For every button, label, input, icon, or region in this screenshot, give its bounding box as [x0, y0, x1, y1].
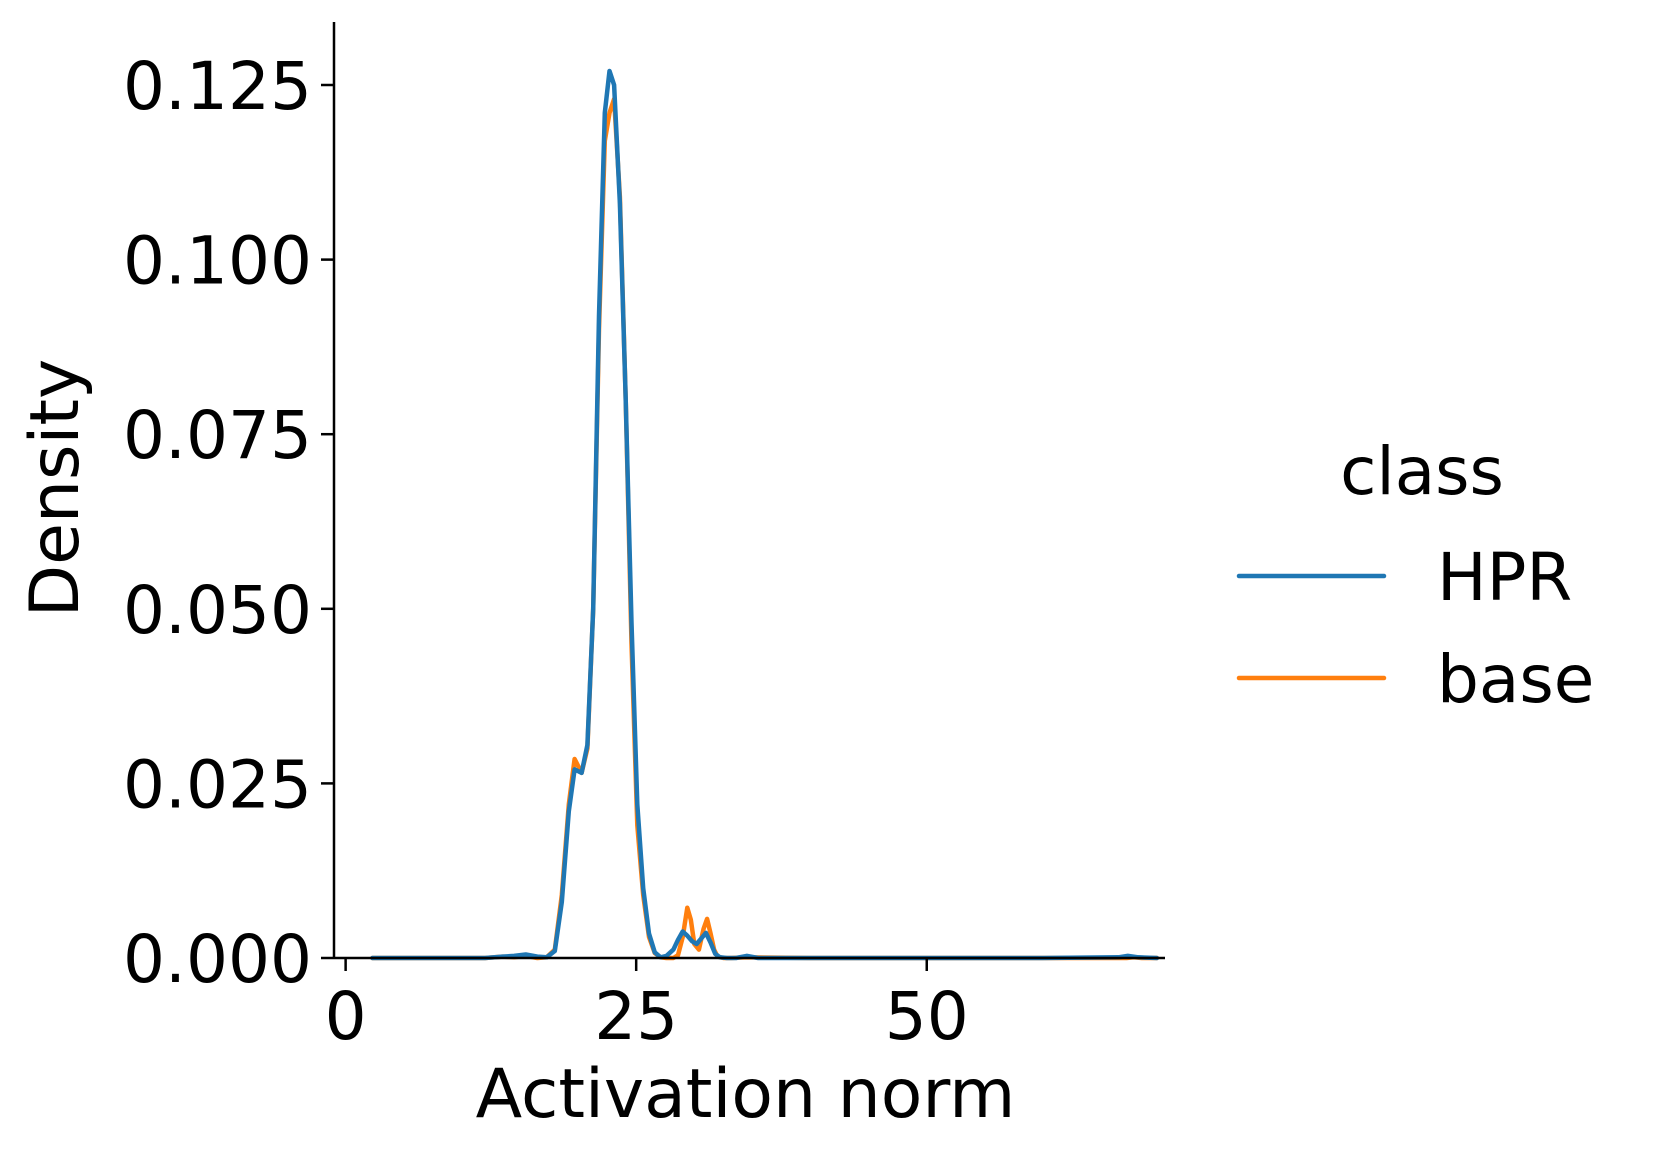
- y-tick-label: 0.100: [123, 223, 312, 300]
- legend-title: class: [1340, 433, 1504, 510]
- legend-label-hpr: HPR: [1437, 539, 1572, 616]
- x-ticks: 0 25 50: [325, 958, 969, 1055]
- y-tick-label: 0.125: [123, 48, 312, 125]
- x-axis-label: Activation norm: [476, 1055, 1016, 1134]
- y-tick-label: 0.050: [123, 572, 312, 649]
- y-tick-label: 0.075: [123, 397, 312, 474]
- series-layer: [370, 68, 1160, 961]
- x-tick-label: 25: [594, 978, 678, 1055]
- series-line-hpr: [370, 68, 1160, 961]
- legend: class HPR base: [1236, 433, 1594, 718]
- y-axis-label: Density: [16, 359, 95, 618]
- y-ticks: 0.000 0.025 0.050 0.075 0.100 0.125: [123, 48, 334, 998]
- x-tick-label: 0: [325, 978, 367, 1055]
- series-line-base: [370, 96, 1160, 961]
- x-tick-label: 50: [885, 978, 969, 1055]
- legend-label-base: base: [1437, 641, 1594, 718]
- axes: [332, 22, 1165, 960]
- y-tick-label: 0.000: [123, 921, 312, 998]
- y-tick-label: 0.025: [123, 746, 312, 823]
